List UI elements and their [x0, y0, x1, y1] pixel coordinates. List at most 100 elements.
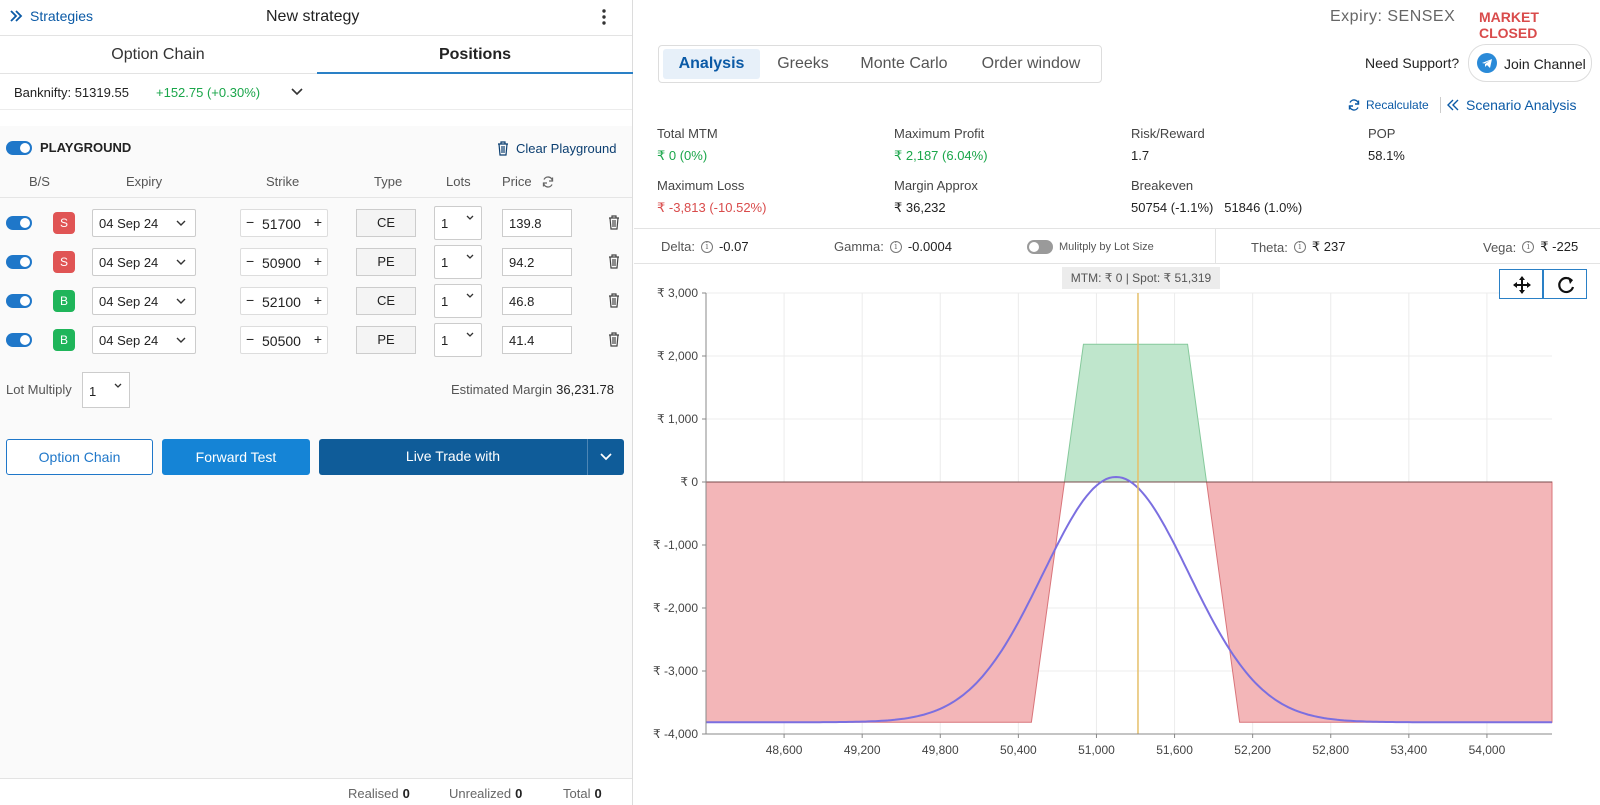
header-type: Type: [374, 174, 403, 189]
playground-section: PLAYGROUND Clear Playground B/S Expiry S…: [0, 126, 632, 778]
buy-badge[interactable]: B: [53, 329, 75, 351]
estimated-margin: Estimated Margin 36,231.78: [451, 382, 614, 397]
strike-decrement-button[interactable]: −: [246, 214, 255, 230]
lot-multiply-select[interactable]: 1: [82, 372, 130, 408]
delete-leg-icon[interactable]: [607, 292, 621, 308]
pan-button[interactable]: [1499, 269, 1543, 299]
sell-badge[interactable]: S: [53, 212, 75, 234]
realised-value: 0: [402, 786, 410, 801]
max-loss-value: ₹ -3,813 (-10.52%): [657, 200, 767, 215]
live-trade-dropdown[interactable]: [587, 439, 624, 475]
playground-toggle[interactable]: [6, 140, 32, 155]
strike-decrement-button[interactable]: −: [246, 292, 255, 308]
option-type[interactable]: PE: [356, 326, 416, 354]
strike-value[interactable]: 50500: [262, 333, 301, 349]
chevron-down-icon: [176, 259, 186, 265]
leg-toggle[interactable]: [6, 333, 32, 347]
strike-decrement-button[interactable]: −: [246, 331, 255, 347]
lots-value: 1: [441, 333, 449, 348]
option-type[interactable]: CE: [356, 209, 416, 237]
underlying-bar: Banknifty: 51319.55 +152.75 (+0.30%): [0, 74, 632, 110]
refresh-icon[interactable]: [541, 175, 555, 189]
forward-test-button[interactable]: Forward Test: [162, 439, 310, 475]
tab-greeks[interactable]: Greeks: [777, 55, 829, 72]
clear-playground-button[interactable]: Clear Playground: [496, 140, 616, 156]
more-options-icon[interactable]: [594, 6, 614, 28]
info-icon[interactable]: i: [889, 240, 902, 253]
delete-leg-icon[interactable]: [607, 253, 621, 269]
header-expiry: Expiry: [126, 174, 163, 189]
buy-badge[interactable]: B: [53, 290, 75, 312]
lots-select[interactable]: 1: [434, 284, 482, 318]
multiply-lot-size-toggle[interactable]: [1027, 240, 1053, 254]
price-input[interactable]: 41.4: [502, 326, 572, 354]
strike-value[interactable]: 51700: [262, 216, 301, 232]
strike-increment-button[interactable]: +: [313, 331, 322, 347]
chevron-down-icon[interactable]: [290, 84, 304, 98]
profit-area: [1063, 343, 1208, 483]
recalculate-button[interactable]: Recalculate: [1347, 98, 1429, 112]
expiry-select[interactable]: 04 Sep 24: [92, 209, 196, 237]
tab-option-chain[interactable]: Option Chain: [111, 46, 205, 63]
delete-leg-icon[interactable]: [607, 214, 621, 230]
leg-toggle[interactable]: [6, 294, 32, 308]
lot-multiply-value: 1: [89, 384, 97, 399]
option-type[interactable]: CE: [356, 287, 416, 315]
greek-vega: Vega: i ₹ -225: [1483, 239, 1578, 255]
strike-increment-button[interactable]: +: [313, 253, 322, 269]
support-label: Need Support?: [1365, 55, 1460, 71]
metric-total-mtm: Total MTM ₹ 0 (0%): [657, 126, 718, 164]
leg-toggle[interactable]: [6, 255, 32, 269]
strike-increment-button[interactable]: +: [313, 214, 322, 230]
multiply-by-lot-size: Mulitply by Lot Size: [1027, 240, 1154, 254]
strike-value[interactable]: 52100: [262, 294, 301, 310]
header-price: Price: [502, 174, 532, 189]
pnl-footer: Realised 0 Unrealized 0 Total 0: [0, 778, 632, 805]
lots-select[interactable]: 1: [434, 245, 482, 279]
info-icon[interactable]: i: [1293, 241, 1306, 253]
leg-toggle[interactable]: [6, 216, 32, 230]
theta-value: ₹ 237: [1311, 239, 1346, 254]
metric-margin: Margin Approx ₹ 36,232: [894, 178, 978, 216]
info-icon[interactable]: i: [700, 240, 713, 253]
info-icon[interactable]: i: [1522, 241, 1535, 253]
y-tick-label: ₹ -1,000: [653, 538, 698, 552]
move-icon: [1513, 276, 1531, 294]
sell-badge[interactable]: S: [53, 251, 75, 273]
leg-row: S 04 Sep 24 − 50900 + PE 1 9: [0, 245, 632, 279]
unrealized-value: 0: [515, 786, 523, 801]
tab-order-window[interactable]: Order window: [981, 55, 1081, 72]
reset-zoom-button[interactable]: [1543, 269, 1587, 299]
greek-delta: Delta: i -0.07: [661, 239, 749, 254]
strike-stepper: − 50500 +: [240, 326, 328, 354]
lots-select[interactable]: 1: [434, 323, 482, 357]
lots-select[interactable]: 1: [434, 206, 482, 240]
price-input[interactable]: 46.8: [502, 287, 572, 315]
price-input[interactable]: 94.2: [502, 248, 572, 276]
margin-value: ₹ 36,232: [894, 200, 946, 215]
option-type[interactable]: PE: [356, 248, 416, 276]
price-input[interactable]: 139.8: [502, 209, 572, 237]
tab-monte-carlo[interactable]: Monte Carlo: [860, 55, 948, 72]
scenario-analysis-button[interactable]: Scenario Analysis: [1446, 97, 1577, 113]
header-lots: Lots: [446, 174, 471, 189]
expiry-select[interactable]: 04 Sep 24: [92, 248, 196, 276]
expiry-select[interactable]: 04 Sep 24: [92, 326, 196, 354]
total-label: Total: [563, 786, 591, 801]
analysis-panel: Expiry: SENSEX MARKET CLOSED Analysis Gr…: [634, 0, 1600, 805]
delete-leg-icon[interactable]: [607, 331, 621, 347]
strike-increment-button[interactable]: +: [313, 292, 322, 308]
strike-decrement-button[interactable]: −: [246, 253, 255, 269]
tab-analysis[interactable]: Analysis: [663, 49, 760, 79]
strike-value[interactable]: 50900: [262, 255, 301, 271]
metric-risk-reward: Risk/Reward 1.7: [1131, 126, 1205, 163]
tab-positions[interactable]: Positions: [317, 36, 633, 74]
divider: [1440, 97, 1441, 113]
option-chain-button[interactable]: Option Chain: [6, 439, 153, 475]
strategies-back-link[interactable]: Strategies: [8, 8, 93, 24]
metric-pop: POP 58.1%: [1368, 126, 1405, 163]
live-trade-button[interactable]: Live Trade with: [319, 439, 587, 475]
expiry-select[interactable]: 04 Sep 24: [92, 287, 196, 315]
join-channel-button[interactable]: Join Channel: [1468, 44, 1592, 82]
chevron-down-icon: [176, 220, 186, 226]
